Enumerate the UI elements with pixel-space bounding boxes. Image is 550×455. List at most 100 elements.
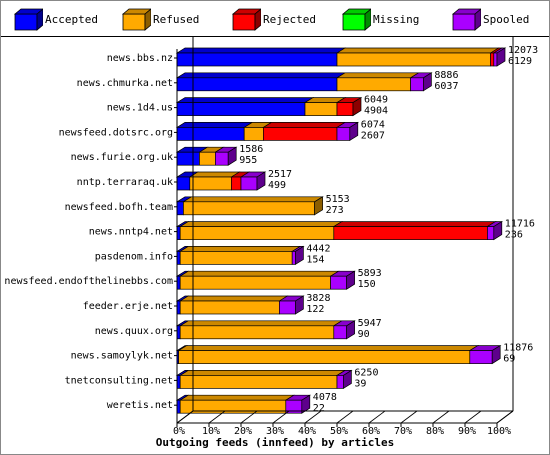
category-label: news.1d4.us [107,103,173,114]
x-tick-line [368,410,386,424]
bar-front-face [469,350,493,364]
bar-front-face [336,127,351,141]
bar-segment [177,345,480,364]
bar-side-face [346,270,355,290]
legend: Accepted Refused Rejected Missing Spoole… [1,1,549,37]
bar-side-face [314,196,323,216]
bar-segment [182,196,324,216]
bars-layer [175,47,507,414]
category-label: news.samoylyk.net [71,351,173,362]
value-label-total: 11716 [505,219,535,230]
bar-top-face [175,72,347,79]
bar-segment [175,47,347,67]
bar-side-face [349,121,359,142]
x-tick-label: 100% [487,426,511,437]
bar-front-face [490,52,495,67]
value-label-total: 1586 [239,144,263,155]
value-label-secondary: 22 [313,403,325,414]
bar-front-face [176,77,338,92]
bar-segment [178,320,344,340]
bar-front-face [336,375,344,389]
category-label: news.nntp4.net [89,227,173,238]
x-tick-label: 60% [362,426,380,437]
bar-front-face [179,375,338,389]
x-tick-line [240,410,258,424]
bar-front-face [493,52,498,67]
bar-top-face [335,47,500,54]
category-label: news.quux.org [95,326,173,337]
value-label-secondary: 90 [358,329,370,340]
bar-front-face [487,226,495,240]
bar-front-face [215,151,229,166]
bar-side-face [256,171,266,191]
legend-swatch-rejected [231,8,261,31]
bar-top-face [335,72,420,79]
bar-front-face [279,300,296,315]
category-label: weretis.net [107,400,173,411]
value-label-total: 5893 [358,268,382,279]
bar-front-face [179,251,293,265]
bar-side-face [346,320,355,340]
bar-top-face [178,394,296,401]
x-tick-label: 50% [330,426,348,437]
bar-front-face [336,102,354,116]
axes-layer [174,37,514,427]
value-label-total: 6049 [364,95,388,106]
bar-front-face [179,300,280,315]
x-tick-label: 80% [426,426,444,437]
bar-side-face [491,344,501,365]
legend-box-top [13,8,43,15]
legend-box-side [36,8,43,31]
x-tick-line [208,410,226,424]
bar-front-face [243,127,264,141]
bar-front-face [336,77,411,92]
value-label-total: 6074 [361,119,385,130]
x-tick-line [176,410,194,424]
value-label-total: 4442 [306,243,330,254]
legend-swatch-accepted [13,8,43,31]
bar-front-face [291,251,296,265]
category-label: news.chmurka.net [77,78,173,89]
bar-top-face [178,370,347,376]
bar-front-face [176,102,306,116]
x-tick-label: 70% [394,426,412,437]
legend-box-top [451,8,481,15]
bar-top-face [175,47,347,54]
bar-segment [335,47,500,67]
x-tick-line [496,410,514,424]
x-tick-label: 10% [202,426,220,437]
bar-segment [178,246,302,265]
bar-top-face [175,97,315,103]
bar-front-face [176,127,245,141]
bar-side-face [301,394,311,414]
x-tick-line [464,410,482,424]
legend-label-missing: Missing [373,13,420,26]
bar-segment [175,97,315,116]
bar-top-face [262,122,347,128]
bar-front-face [333,226,488,240]
bar-front-face [231,176,242,191]
value-label-total: 12073 [508,45,538,56]
value-label-total: 3828 [306,293,330,304]
bar-front-face [178,350,471,364]
x-tick-label: 0% [173,426,185,437]
bar-front-face [179,325,335,340]
legend-box-side [254,8,261,31]
bar-segment [262,122,347,141]
value-label-secondary: 2607 [361,130,385,141]
category-label: news.furie.org.uk [71,152,173,163]
value-label-secondary: 4904 [364,106,388,117]
bar-front-face [189,176,232,191]
bar-front-face [330,275,347,290]
value-label-total: 5153 [326,194,350,205]
bar-front-face [176,151,200,166]
value-label-secondary: 150 [358,279,376,290]
bar-segment [178,270,340,290]
bar-segment [178,394,296,414]
bar-top-face [178,320,344,327]
labels-layer: 0% 10% 20% 30% 40% 50% 60% 70% 80% 90% 100% news.bb… [4,45,538,437]
bar-front-face [410,77,424,92]
value-label-secondary: 122 [306,304,324,315]
category-label: pasdenom.info [95,251,173,262]
bar-front-face [333,325,347,340]
